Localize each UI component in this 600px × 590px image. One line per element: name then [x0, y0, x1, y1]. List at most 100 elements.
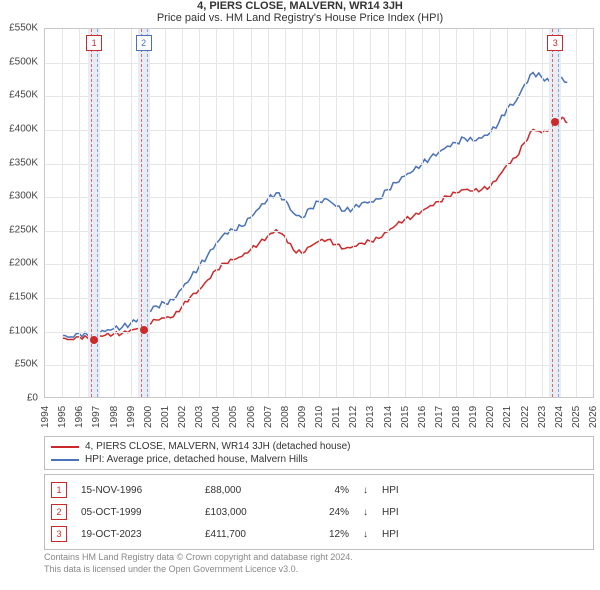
v-gridline [216, 29, 217, 397]
x-tick-label: 2021 [502, 406, 513, 428]
page-subtitle: Price paid vs. HM Land Registry's House … [0, 12, 600, 24]
down-arrow-icon: ↓ [363, 529, 368, 540]
event-pct: 4% [309, 485, 349, 496]
event-date: 15-NOV-1996 [81, 485, 191, 496]
plot-area: 1 2 3 [44, 28, 594, 398]
marker-dash-blue [558, 29, 559, 397]
event-pct: 24% [309, 507, 349, 518]
event-date: 19-OCT-2023 [81, 529, 191, 540]
event-row: 1 15-NOV-1996 £88,000 4% ↓ HPI [51, 479, 587, 501]
v-gridline [490, 29, 491, 397]
x-tick-label: 2015 [400, 406, 411, 428]
x-tick-label: 2002 [177, 406, 188, 428]
legend-swatch [51, 459, 79, 461]
legend-row: HPI: Average price, detached house, Malv… [51, 453, 587, 466]
y-tick-label: £300K [9, 191, 38, 202]
price-paid-dot [90, 336, 98, 344]
x-tick-label: 2016 [417, 406, 428, 428]
v-gridline [525, 29, 526, 397]
x-tick-label: 2005 [228, 406, 239, 428]
price-paid-dot [551, 118, 559, 126]
y-tick-label: £50K [15, 359, 38, 370]
v-gridline [456, 29, 457, 397]
v-gridline [542, 29, 543, 397]
v-gridline [182, 29, 183, 397]
down-arrow-icon: ↓ [363, 507, 368, 518]
x-tick-label: 2025 [571, 406, 582, 428]
v-gridline [79, 29, 80, 397]
x-tick-label: 2009 [297, 406, 308, 428]
v-gridline [576, 29, 577, 397]
legend-row: 4, PIERS CLOSE, MALVERN, WR14 3JH (detac… [51, 440, 587, 453]
event-date: 05-OCT-1999 [81, 507, 191, 518]
v-gridline [251, 29, 252, 397]
footer: Contains HM Land Registry data © Crown c… [44, 552, 594, 575]
x-tick-label: 2018 [451, 406, 462, 428]
event-rel-label: HPI [382, 529, 399, 540]
event-price: £88,000 [205, 485, 295, 496]
v-gridline [62, 29, 63, 397]
y-tick-label: £0 [27, 393, 38, 404]
x-tick-label: 1995 [57, 406, 68, 428]
footer-line: Contains HM Land Registry data © Crown c… [44, 552, 594, 564]
legend: 4, PIERS CLOSE, MALVERN, WR14 3JH (detac… [44, 436, 594, 470]
x-tick-label: 2026 [588, 406, 599, 428]
marker-band [138, 29, 150, 397]
v-gridline [268, 29, 269, 397]
v-gridline [285, 29, 286, 397]
v-gridline [302, 29, 303, 397]
v-gridline [439, 29, 440, 397]
v-gridline [233, 29, 234, 397]
x-tick-label: 2017 [434, 406, 445, 428]
y-tick-label: £100K [9, 325, 38, 336]
marker-dash-red [141, 29, 142, 397]
event-rel-label: HPI [382, 507, 399, 518]
x-axis: 1994199519961997199819992000200120022003… [44, 398, 594, 432]
event-price: £103,000 [205, 507, 295, 518]
down-arrow-icon: ↓ [363, 485, 368, 496]
v-gridline [319, 29, 320, 397]
x-tick-label: 1998 [109, 406, 120, 428]
event-rel-label: HPI [382, 485, 399, 496]
event-number-box: 3 [51, 526, 67, 542]
x-tick-label: 2006 [246, 406, 257, 428]
v-gridline [114, 29, 115, 397]
y-tick-label: £200K [9, 258, 38, 269]
x-tick-label: 2013 [365, 406, 376, 428]
x-tick-label: 2023 [537, 406, 548, 428]
v-gridline [507, 29, 508, 397]
marker-number-box: 2 [136, 35, 152, 51]
x-tick-label: 1997 [91, 406, 102, 428]
event-row: 205-OCT-1999£103,00024%↓HPI [51, 501, 587, 523]
legend-label: 4, PIERS CLOSE, MALVERN, WR14 3JH (detac… [85, 441, 350, 452]
v-gridline [353, 29, 354, 397]
v-gridline [165, 29, 166, 397]
v-gridline [199, 29, 200, 397]
x-tick-label: 2020 [485, 406, 496, 428]
x-tick-label: 2001 [160, 406, 171, 428]
y-tick-label: £150K [9, 292, 38, 303]
marker-number-box: 3 [547, 35, 563, 51]
price-paid-dot [140, 326, 148, 334]
event-number-box: 1 [51, 482, 67, 498]
x-tick-label: 2011 [331, 406, 342, 428]
legend-swatch [51, 446, 79, 448]
v-gridline [473, 29, 474, 397]
v-gridline [388, 29, 389, 397]
v-gridline [370, 29, 371, 397]
marker-number-box: 1 [86, 35, 102, 51]
y-tick-label: £500K [9, 56, 38, 67]
x-tick-label: 2012 [348, 406, 359, 428]
v-gridline [336, 29, 337, 397]
marker-band [549, 29, 561, 397]
chart: £0£50K£100K£150K£200K£250K£300K£350K£400… [0, 28, 600, 398]
x-tick-label: 2024 [554, 406, 565, 428]
v-gridline [405, 29, 406, 397]
x-tick-label: 2022 [520, 406, 531, 428]
event-price: £411,700 [205, 529, 295, 540]
x-tick-label: 2004 [211, 406, 222, 428]
x-tick-label: 2007 [263, 406, 274, 428]
x-tick-label: 2000 [143, 406, 154, 428]
event-row: 319-OCT-2023£411,70012%↓HPI [51, 523, 587, 545]
x-tick-label: 2008 [280, 406, 291, 428]
